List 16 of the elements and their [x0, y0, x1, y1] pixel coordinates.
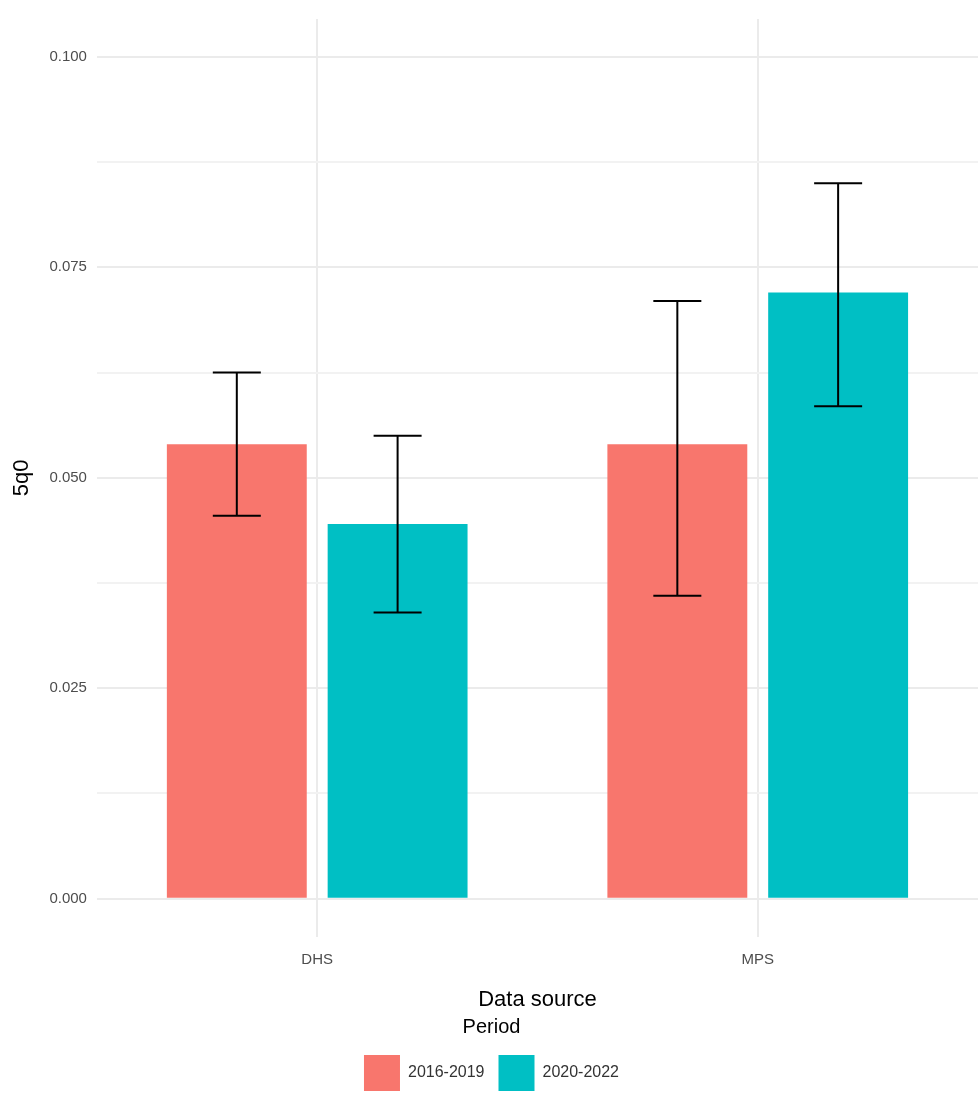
- legend-label: 2016-2019: [407, 1063, 485, 1081]
- y-tick-label: 0.050: [49, 467, 87, 485]
- bar: [327, 524, 468, 898]
- y-tick-label: 0.000: [49, 888, 87, 906]
- bar: [166, 444, 307, 898]
- y-axis-title: 5q0: [8, 459, 34, 497]
- x-axis-title: Data source: [478, 985, 597, 1011]
- y-tick-label: 0.100: [49, 47, 87, 65]
- legend-label: 2020-2022: [542, 1063, 620, 1081]
- y-tick-label: 0.025: [49, 678, 87, 696]
- bar: [607, 444, 748, 898]
- x-tick-label: MPS: [741, 949, 774, 967]
- bar: [768, 292, 909, 898]
- y-tick-label: 0.075: [49, 257, 87, 275]
- legend-title: Period: [462, 1014, 521, 1037]
- x-tick-label: DHS: [301, 949, 334, 967]
